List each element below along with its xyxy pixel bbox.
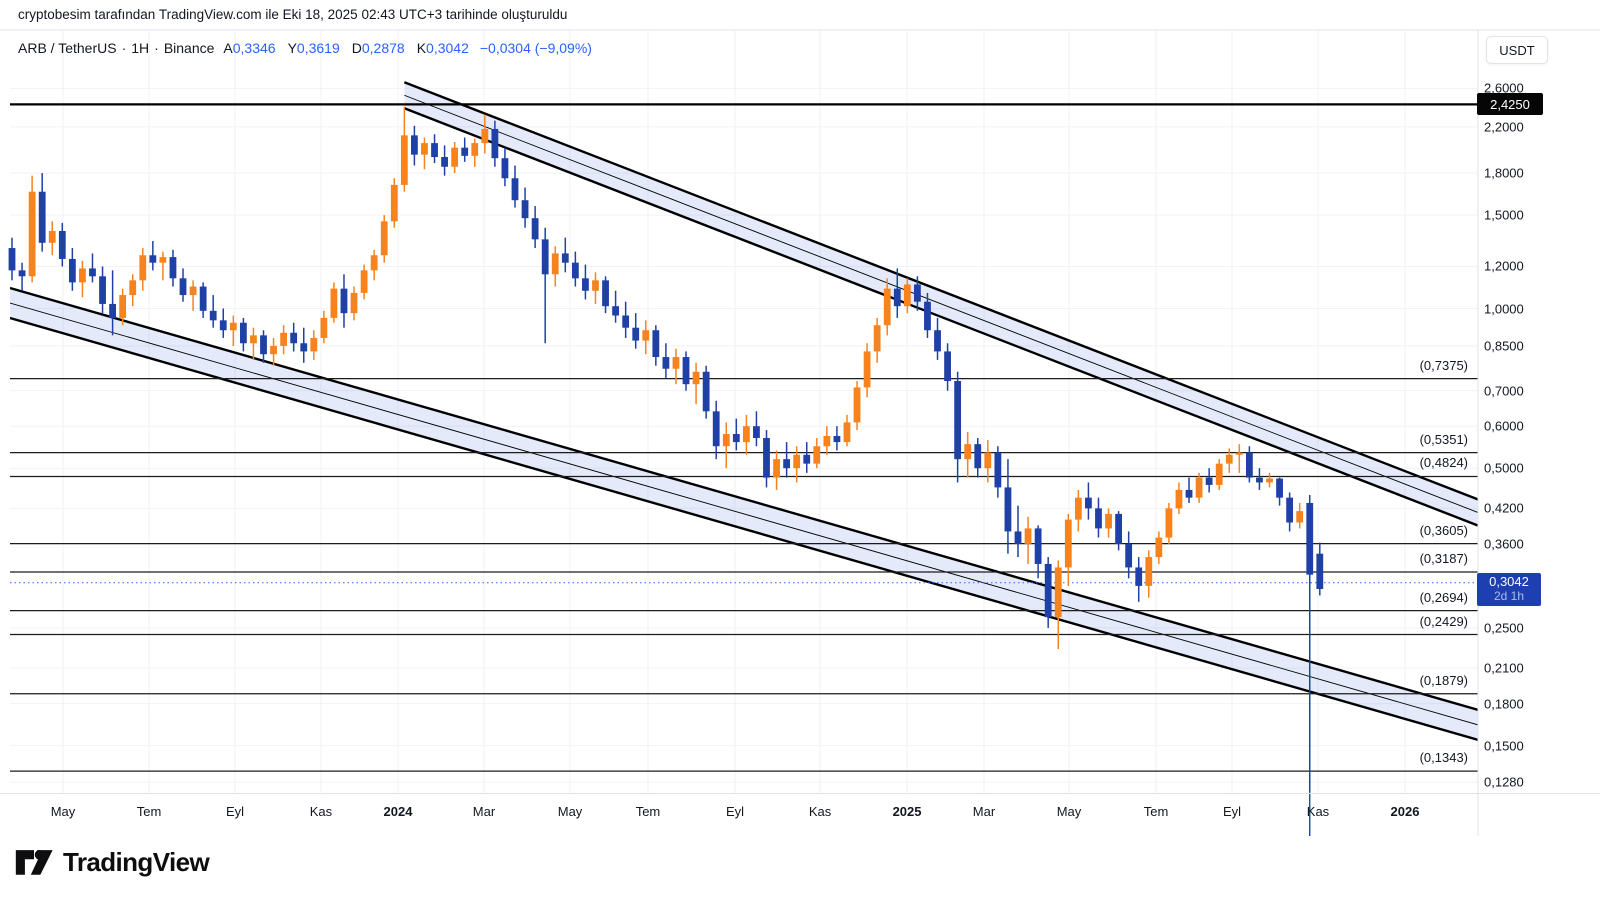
- interval-label: 1H: [131, 40, 150, 56]
- price-tick-label: 2,2000: [1484, 119, 1524, 135]
- time-tick-label: 2026: [1390, 804, 1420, 819]
- resistance-price-badge: 2,4250: [1477, 93, 1543, 116]
- time-tick-label: Tem: [635, 804, 661, 819]
- price-tick-label: 0,1500: [1484, 738, 1524, 754]
- time-tick-label: 2024: [383, 804, 413, 819]
- time-tick-label: 2025: [892, 804, 922, 819]
- tradingview-logo-mark: [15, 850, 53, 875]
- price-tick-label: 1,2000: [1484, 258, 1524, 274]
- exchange-label: Binance: [163, 40, 215, 56]
- time-tick-label: Eyl: [725, 804, 745, 819]
- price-tick-label: 0,4200: [1484, 500, 1524, 516]
- time-tick-label: Eyl: [1222, 804, 1241, 819]
- time-tick-label: Kas: [808, 804, 832, 819]
- price-tick-label: 1,5000: [1484, 207, 1524, 223]
- time-tick-label: Kas: [1306, 804, 1330, 819]
- candlestick-series[interactable]: [8, 106, 1324, 792]
- price-tick-label: 0,2500: [1484, 620, 1524, 636]
- time-tick-label: Tem: [1143, 804, 1169, 819]
- price-tick-label: 1,0000: [1484, 301, 1524, 316]
- attribution-text: cryptobesim tarafından TradingView.com i…: [18, 7, 568, 22]
- trend-channels[interactable]: [10, 81, 1479, 742]
- time-tick-label: Mar: [472, 804, 496, 819]
- price-tick-label: 0,1280: [1484, 774, 1524, 790]
- level-price-label: (0,3187): [1419, 550, 1468, 566]
- price-tick-label: 0,3600: [1484, 536, 1524, 552]
- level-price-label: (0,1879): [1419, 672, 1468, 688]
- change-value: −0,0304 (−9,09%): [479, 40, 592, 56]
- price-tick-label: 2,6000: [1484, 80, 1524, 96]
- ohlc-item: Y0,3619: [287, 40, 340, 56]
- level-price-label: (0,7375): [1419, 357, 1468, 373]
- chart-legend: ARB / TetherUS · 1H · Binance A0,3346 Y0,…: [18, 40, 592, 56]
- symbol-name: ARB / TetherUS: [18, 40, 117, 56]
- last-price-badge: 0,3042 2d 1h: [1477, 572, 1541, 606]
- level-price-label: (0,4824): [1419, 455, 1468, 471]
- time-tick-label: Mar: [972, 804, 996, 819]
- time-tick-label: May: [50, 804, 76, 819]
- ohlc-item: A0,3346: [223, 40, 276, 56]
- price-tick-label: 0,2100: [1484, 660, 1524, 676]
- symbol-title[interactable]: ARB / TetherUS · 1H · Binance: [18, 40, 214, 56]
- level-price-label: (0,2429): [1419, 613, 1468, 629]
- tradingview-logo[interactable]: TradingView: [14, 842, 210, 882]
- time-tick-label: Eyl: [225, 804, 245, 819]
- price-tick-label: 0,5000: [1484, 460, 1524, 476]
- time-tick-label: May: [557, 804, 583, 819]
- price-tick-label: 0,8500: [1484, 338, 1524, 354]
- ohlc-values: A0,3346 Y0,3619 D0,2878 K0,3042: [223, 40, 470, 56]
- legend-separator: ·: [121, 40, 127, 56]
- level-price-label: (0,3605): [1419, 522, 1468, 538]
- currency-toggle-button[interactable]: USDT: [1486, 36, 1548, 64]
- time-tick-label: Kas: [309, 804, 333, 819]
- legend-separator: ·: [154, 40, 159, 56]
- last-price-value: 0,3042: [1489, 574, 1529, 590]
- time-tick-label: May: [1056, 804, 1082, 819]
- time-tick-label: Tem: [136, 804, 162, 819]
- horizontal-levels[interactable]: [10, 103, 1478, 772]
- price-tick-label: 1,8000: [1484, 165, 1524, 181]
- price-tick-label: 0,7000: [1484, 383, 1524, 399]
- price-tick-label: 0,6000: [1484, 418, 1524, 434]
- level-price-label: (0,1343): [1419, 750, 1468, 766]
- level-price-label: (0,5351): [1419, 431, 1468, 447]
- ohlc-item: D0,2878: [351, 40, 405, 56]
- level-price-label: (0,2694): [1419, 589, 1468, 605]
- price-tick-label: 0,1800: [1484, 696, 1524, 712]
- tradingview-logo-text: TradingView: [63, 846, 210, 877]
- bar-countdown: 2d 1h: [1493, 589, 1525, 604]
- ohlc-item: K0,3042: [416, 40, 469, 56]
